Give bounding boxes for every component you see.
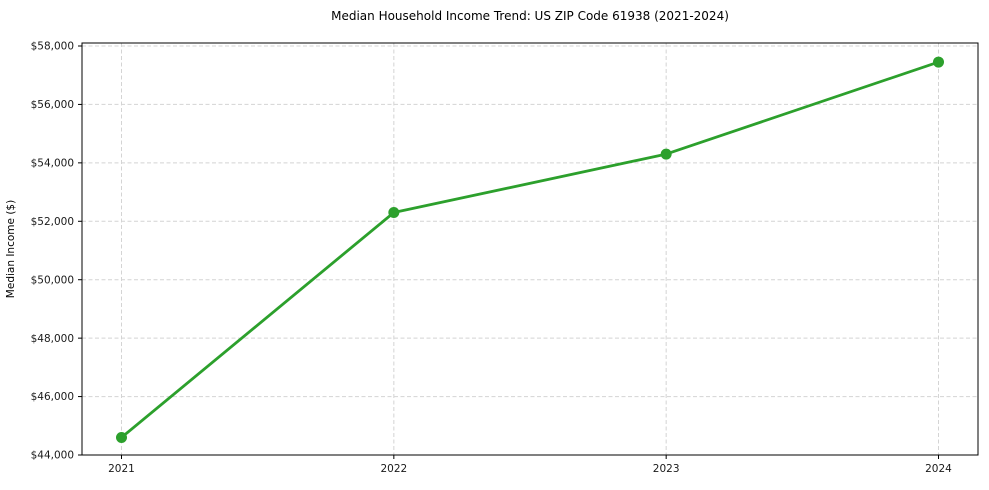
y-tick-label: $48,000 <box>31 333 74 345</box>
y-tick-label: $46,000 <box>31 391 74 403</box>
x-tick-label: 2021 <box>108 463 135 475</box>
y-tick-label: $50,000 <box>31 274 74 286</box>
y-tick-label: $52,000 <box>31 216 74 228</box>
axis-layer: $44,000 $46,000 $48,000 $50,000 $52,000 $54,0… <box>31 41 979 475</box>
x-tick-label: 2023 <box>653 463 680 475</box>
y-axis-label: Median Income ($) <box>5 200 17 298</box>
income-trend-series <box>116 56 944 443</box>
y-tick-label: $54,000 <box>31 158 74 170</box>
y-tick-label: $56,000 <box>31 99 74 111</box>
trend-line <box>120 60 939 439</box>
chart-title: Median Household Income Trend: US ZIP Co… <box>331 9 729 23</box>
plot-border <box>81 42 979 456</box>
data-point <box>388 207 400 219</box>
data-point <box>933 56 944 68</box>
y-tick-label: $58,000 <box>31 41 74 53</box>
data-point <box>116 431 127 443</box>
grid-layer <box>82 43 978 456</box>
y-tick-label: $44,000 <box>31 450 74 462</box>
data-point <box>660 148 672 160</box>
x-tick-label: 2024 <box>925 463 952 475</box>
x-tick-label: 2022 <box>380 463 407 475</box>
